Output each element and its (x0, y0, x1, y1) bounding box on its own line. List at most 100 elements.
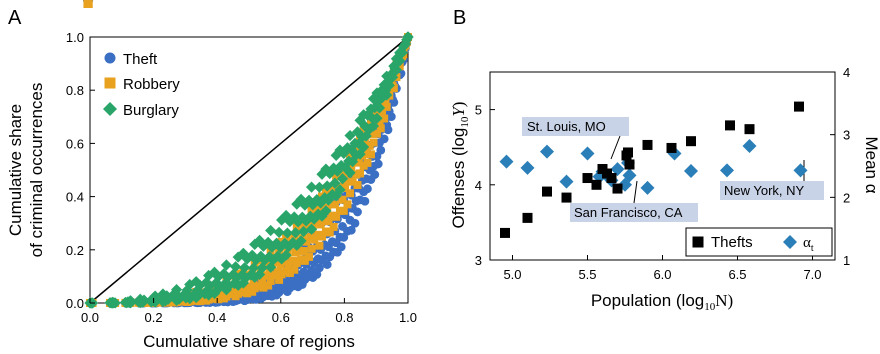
lorenz-point-robbery (248, 287, 257, 296)
panel-a-x-tick-label: 0.4 (208, 310, 226, 325)
panel-a-x-axis-label: Cumulative share of regions (143, 332, 355, 351)
annotation-st-louis-label: St. Louis, MO (527, 119, 606, 134)
lorenz-point-burglary (204, 280, 216, 292)
lorenz-point-theft (240, 296, 250, 306)
lorenz-point-robbery (366, 150, 375, 159)
lorenz-point-burglary (320, 205, 332, 217)
lorenz-point-burglary (184, 293, 196, 305)
panel-b-x-tick-label: 6.5 (728, 267, 746, 282)
lorenz-point-robbery (369, 138, 378, 147)
lorenz-point-burglary (381, 89, 393, 101)
panel-a-y-tick-label: 0.8 (66, 83, 84, 98)
lorenz-point-robbery (315, 241, 324, 250)
panel-a-x-tick-label: 0.6 (272, 310, 290, 325)
panel-b-legend-box (685, 227, 833, 257)
lorenz-point-burglary (265, 224, 277, 237)
lorenz-point-burglary (338, 147, 350, 159)
panel-b-y-label-suffix: ) (449, 102, 468, 108)
panel-b-x-tick-label: 5.5 (578, 267, 596, 282)
panel-b-x-label-suffix: N) (715, 291, 733, 310)
lorenz-point-robbery (258, 277, 267, 286)
thefts-point (612, 183, 623, 194)
lorenz-point-burglary (402, 31, 414, 43)
panel-a-x-tick-label: 0.2 (145, 310, 163, 325)
alpha-point (640, 180, 655, 195)
panel-a-x-tick-label: 1.0 (399, 310, 417, 325)
lorenz-point-robbery (305, 252, 314, 261)
legend-alpha-marker (783, 235, 797, 249)
lorenz-point-theft (373, 159, 383, 169)
lorenz-point-burglary (344, 167, 356, 179)
alpha-point (540, 144, 554, 159)
lorenz-point-robbery (325, 228, 334, 237)
lorenz-point-burglary (280, 249, 292, 261)
panel-a-y-axis-label-line1: Cumulative share (6, 104, 25, 236)
alpha-point (720, 163, 734, 178)
thefts-point (794, 101, 804, 112)
lorenz-point-robbery (277, 270, 286, 279)
lorenz-point-theft (379, 134, 389, 144)
panel-b-y-label-subscript: 10 (459, 116, 471, 128)
lorenz-point-burglary (307, 199, 319, 211)
lorenz-point-robbery (338, 195, 347, 204)
lorenz-point-burglary (106, 297, 119, 309)
lorenz-point-burglary (373, 102, 386, 114)
lorenz-point-robbery (275, 275, 284, 284)
lorenz-point-burglary (273, 226, 285, 238)
thefts-point (500, 227, 510, 238)
thefts-point (623, 147, 633, 158)
lorenz-point-burglary (322, 194, 335, 206)
lorenz-point-burglary (232, 279, 244, 291)
lorenz-point-theft (256, 294, 266, 303)
thefts-point (606, 173, 617, 184)
lorenz-point-burglary (345, 143, 357, 156)
alpha-point (684, 164, 698, 179)
lorenz-point-robbery (249, 277, 258, 286)
lorenz-point-burglary (383, 79, 395, 91)
lorenz-point-burglary (360, 130, 372, 142)
lorenz-point-burglary (265, 261, 277, 273)
panel-b-x-axis-label: Population (log10N) (591, 291, 733, 313)
lorenz-point-burglary (124, 297, 137, 309)
lorenz-point-robbery (368, 129, 377, 138)
panel-b-y2-tick-label: 3 (843, 128, 850, 143)
alpha-point (793, 163, 808, 178)
lorenz-point-burglary (312, 208, 324, 220)
panel-b-label: B (453, 7, 466, 29)
lorenz-point-burglary (190, 291, 202, 304)
alpha-point (742, 138, 757, 153)
annotation-st-louis: St. Louis, MO (522, 117, 629, 160)
lorenz-point-burglary (236, 269, 248, 281)
lorenz-point-robbery (339, 169, 348, 178)
lorenz-point-burglary (279, 237, 291, 249)
panel-b-y2-tick-label: 4 (843, 65, 850, 80)
lorenz-point-robbery (290, 265, 299, 274)
lorenz-point-robbery (354, 158, 363, 167)
lorenz-point-burglary (386, 71, 399, 83)
panel-b-x-tick-label: 5.0 (503, 267, 521, 282)
lorenz-point-robbery (231, 292, 240, 301)
lorenz-point-robbery (269, 271, 278, 280)
lorenz-point-robbery (83, 0, 92, 8)
lorenz-point-theft (312, 269, 322, 279)
lorenz-point-robbery (329, 222, 338, 231)
lorenz-point-robbery (381, 97, 390, 106)
panel-b-y-label-prefix: Offenses (log (449, 128, 468, 229)
panel-a-y-tick-label: 1.0 (66, 30, 84, 45)
lorenz-point-robbery (214, 295, 223, 304)
lorenz-point-burglary (259, 254, 271, 266)
lorenz-point-burglary (237, 277, 249, 289)
lorenz-point-burglary (250, 254, 262, 266)
lorenz-point-burglary (157, 295, 169, 308)
lorenz-point-burglary (346, 155, 359, 168)
lorenz-point-burglary (210, 277, 222, 289)
panel-a-equality-line (89, 36, 409, 304)
lorenz-point-robbery (300, 256, 309, 265)
lorenz-point-burglary (246, 249, 258, 261)
panel-b-points (499, 101, 808, 238)
lorenz-point-burglary (201, 284, 213, 296)
lorenz-point-burglary (371, 112, 383, 124)
thefts-point (582, 173, 593, 184)
thefts-point (744, 124, 755, 135)
lorenz-point-robbery (307, 244, 316, 253)
